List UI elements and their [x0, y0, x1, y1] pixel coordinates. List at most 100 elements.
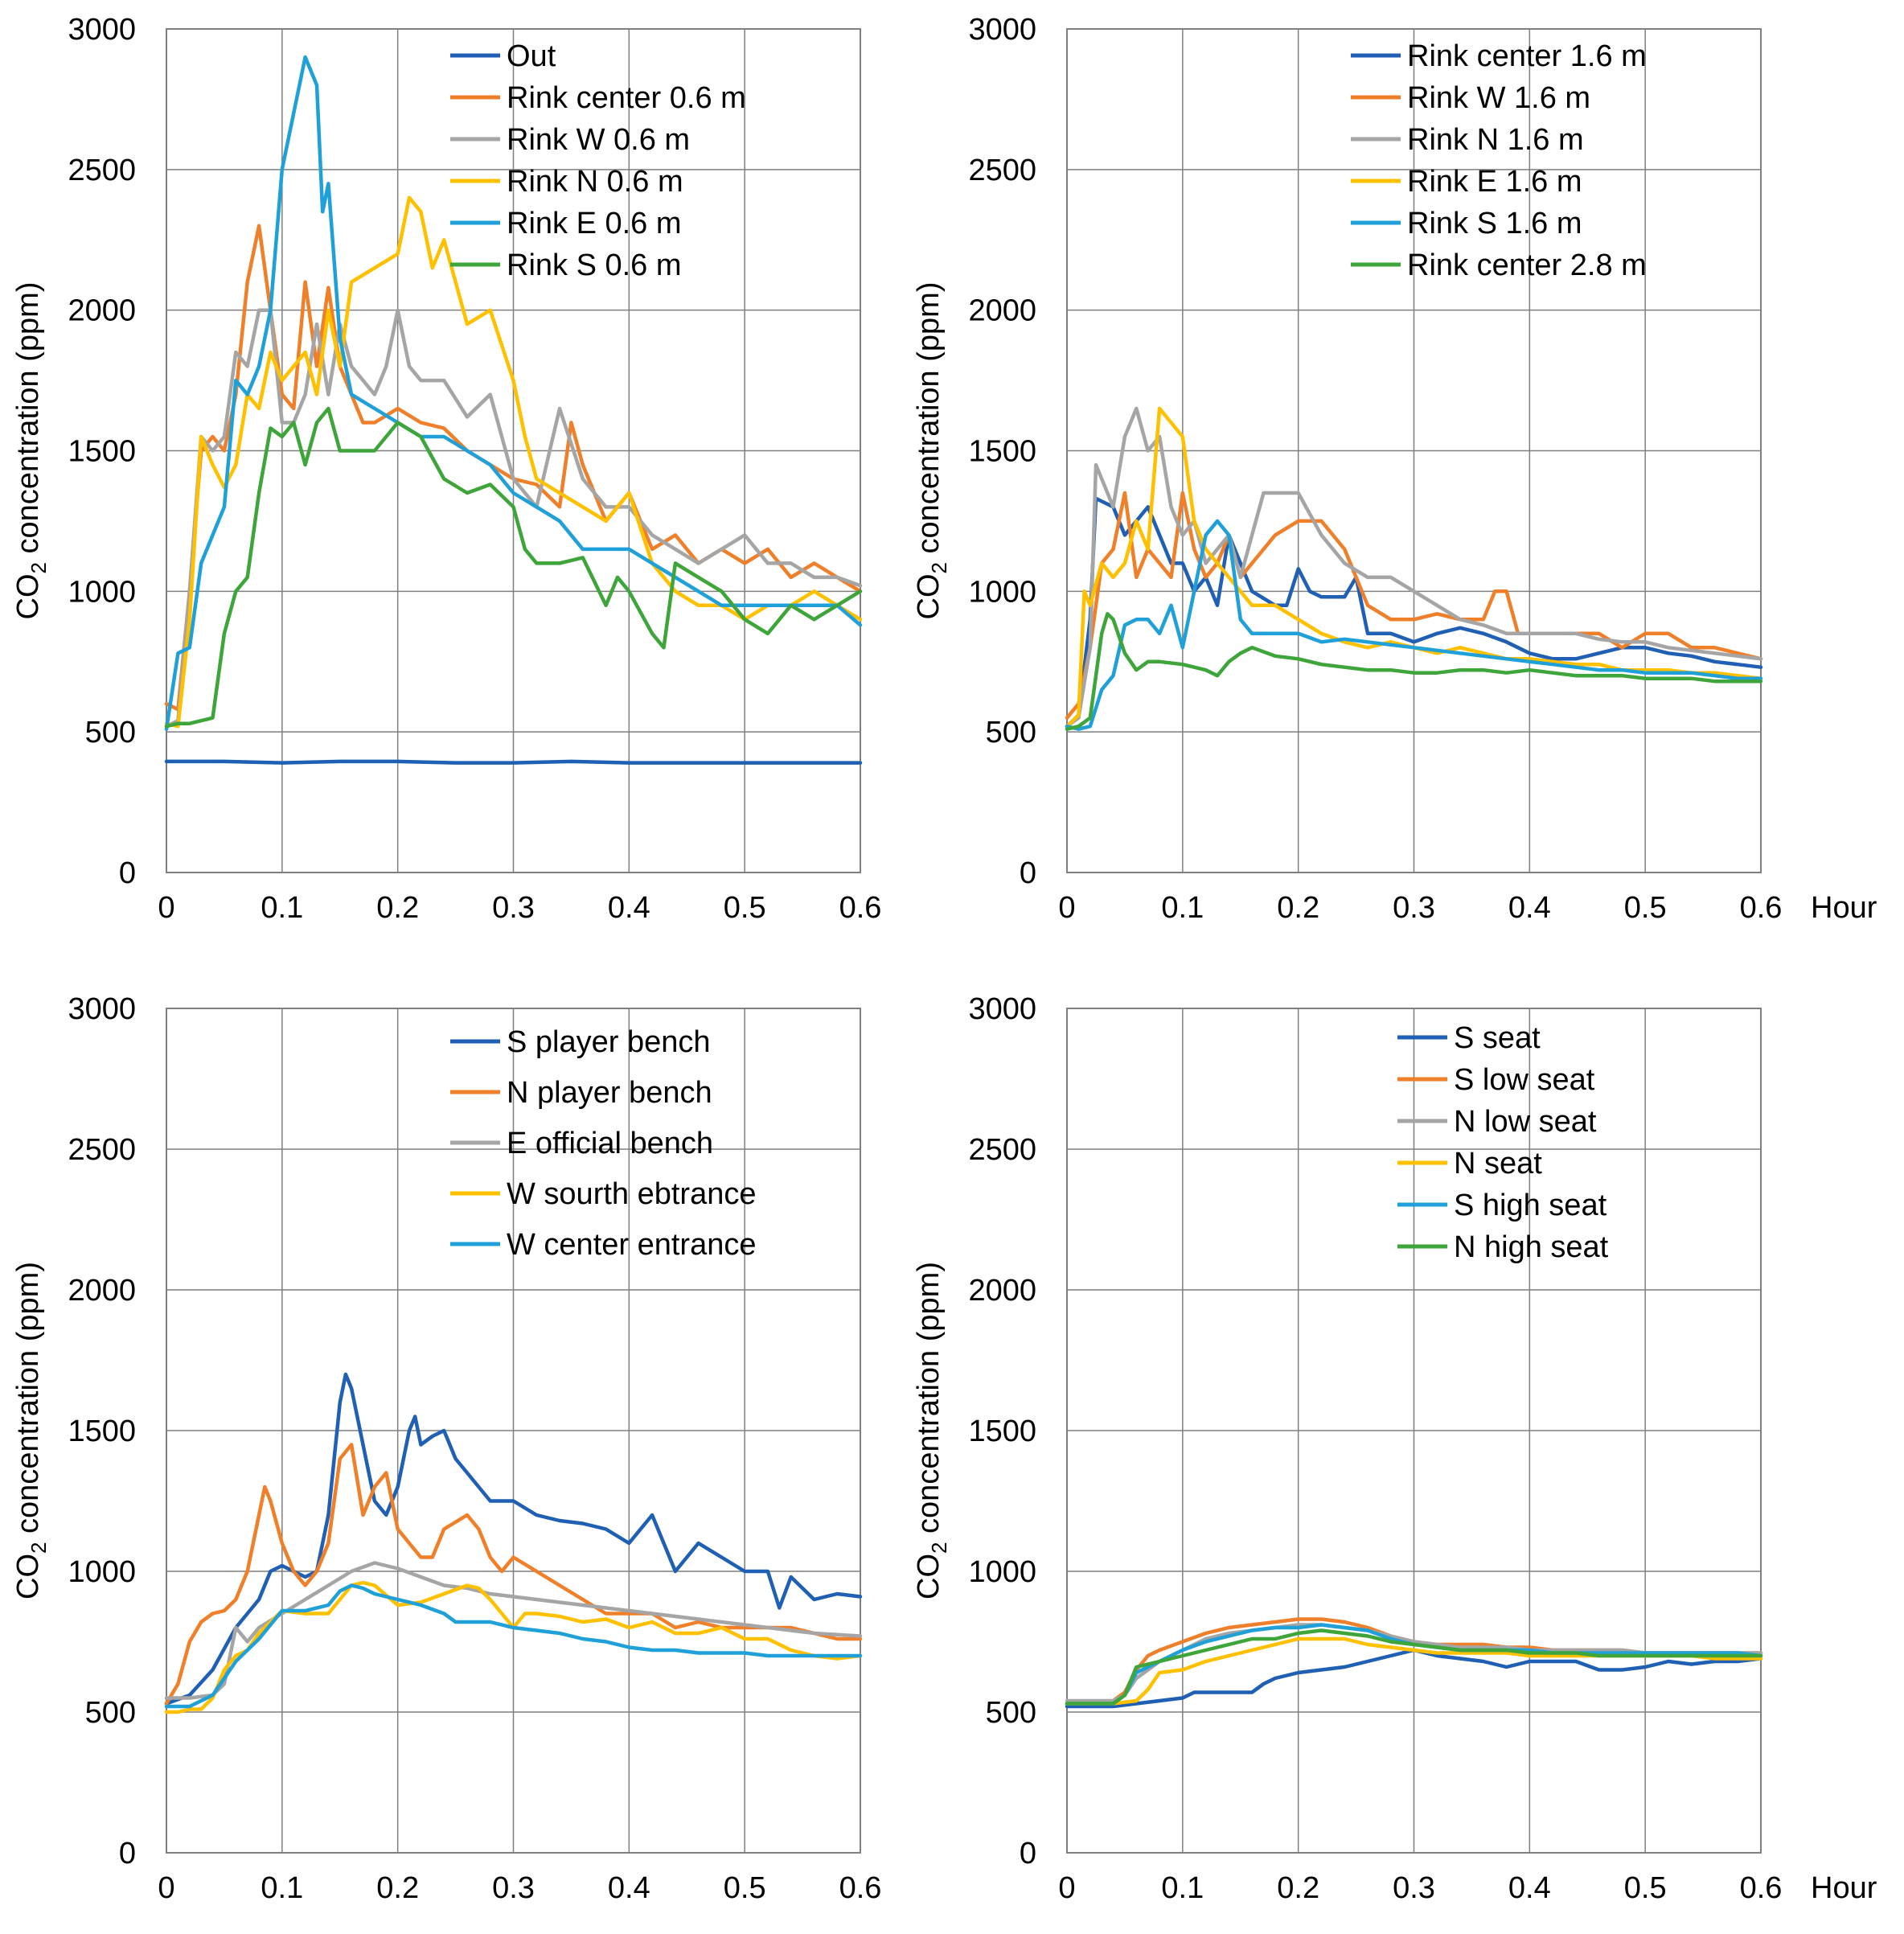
y-axis-label: CO2 concentration (ppm): [912, 282, 951, 620]
legend-label: S player bench: [507, 1025, 711, 1059]
y-tick-label: 0: [1020, 856, 1036, 890]
series-line-5: [164, 406, 863, 729]
x-tick-label: 0.2: [1277, 891, 1319, 925]
x-tick-label: 0.5: [724, 891, 766, 925]
x-tick-label: 0.6: [1740, 891, 1783, 925]
x-axis-label: Hour: [1811, 1871, 1877, 1905]
x-tick-label: 0.4: [608, 1871, 650, 1905]
y-axis-label-subscript: 2: [927, 562, 951, 573]
y-axis-label-subscript: 2: [27, 562, 51, 573]
x-tick-label: 0.5: [724, 1871, 766, 1905]
y-tick-label: 2000: [968, 1274, 1036, 1308]
series-line-5: [1065, 1628, 1763, 1706]
y-tick-label: 1000: [68, 1555, 136, 1589]
y-tick-label: 0: [119, 856, 136, 890]
y-axis-label-suffix: concentration (ppm): [11, 1262, 45, 1542]
plot-frame: [166, 28, 861, 873]
x-tick-label: 0.4: [608, 891, 650, 925]
legend-label: N seat: [1454, 1147, 1542, 1181]
x-tick-label: 0.6: [839, 891, 882, 925]
y-tick-label: 1500: [968, 1415, 1036, 1448]
legend-label: Rink W 1.6 m: [1407, 81, 1590, 115]
legend-label: S seat: [1454, 1021, 1541, 1055]
y-tick-label: 3000: [968, 13, 1036, 47]
legend-label: Rink center 1.6 m: [1407, 39, 1647, 73]
y-tick-label: 500: [986, 1696, 1036, 1730]
y-axis-label-suffix: concentration (ppm): [912, 1262, 946, 1542]
x-tick-label: 0: [158, 891, 174, 925]
x-tick-label: 0.1: [1161, 891, 1204, 925]
y-tick-label: 2000: [968, 294, 1036, 328]
legend-label: W center entrance: [507, 1228, 756, 1262]
panel-top-right: 0 0.1 0.2 0.3 0.4 0.5 0.6 0 500 1000 1500 2000 2500 3…: [912, 13, 1877, 925]
x-tick-label: 0.1: [1161, 1871, 1204, 1905]
y-tick-label: 3000: [968, 992, 1036, 1026]
series-line-5: [1065, 612, 1763, 731]
plot-frame: [1066, 28, 1762, 873]
x-tick-label: 0.5: [1624, 891, 1667, 925]
legend-label: E official bench: [507, 1127, 713, 1160]
series-line-1: [1065, 491, 1763, 720]
legend-label: Rink N 1.6 m: [1407, 123, 1584, 157]
y-tick-label: 3000: [68, 13, 136, 47]
x-tick-label: 0.1: [261, 1871, 303, 1905]
series-line-2: [164, 308, 863, 729]
x-tick-label: 0.2: [1277, 1871, 1319, 1905]
y-axis-label-suffix: concentration (ppm): [912, 282, 946, 563]
legend-label: Rink W 0.6 m: [507, 123, 690, 157]
legend-label: Rink center 0.6 m: [507, 81, 746, 115]
x-tick-label: 0: [1058, 1871, 1075, 1905]
x-tick-label: 0.4: [1508, 1871, 1551, 1905]
series-line-2: [164, 1561, 863, 1700]
plot-frame: [166, 1008, 861, 1854]
legend-label: Rink center 2.8 m: [1407, 248, 1647, 282]
legend-label: Out: [507, 39, 556, 73]
y-tick-label: 2500: [68, 154, 136, 187]
x-tick-label: 0: [1058, 891, 1075, 925]
series-line-4: [164, 1583, 863, 1709]
x-tick-label: 0.5: [1624, 1871, 1667, 1905]
y-axis-label: CO2 concentration (ppm): [11, 282, 51, 620]
x-tick-label: 0.3: [492, 891, 535, 925]
y-tick-label: 1500: [68, 1415, 136, 1448]
x-tick-label: 0.2: [376, 1871, 419, 1905]
series-line-3: [164, 1580, 863, 1714]
y-tick-label: 2000: [68, 1274, 136, 1308]
y-tick-label: 500: [85, 1696, 136, 1730]
y-axis-label-subscript: 2: [27, 1542, 51, 1554]
legend-label: Rink S 0.6 m: [507, 248, 682, 282]
x-tick-label: 0.2: [376, 891, 419, 925]
y-tick-label: 0: [119, 1837, 136, 1870]
y-tick-label: 1500: [68, 435, 136, 469]
y-tick-label: 1500: [968, 435, 1036, 469]
series-line-4: [1065, 519, 1763, 731]
panel-bottom-right: 0 0.1 0.2 0.3 0.4 0.5 0.6 0 500 1000 1500 2000 2500 3…: [912, 992, 1877, 1905]
series-line-2: [1065, 406, 1763, 729]
y-tick-label: 2000: [68, 294, 136, 328]
y-axis-label-suffix: concentration (ppm): [11, 282, 45, 563]
series-line-3: [1065, 406, 1763, 729]
y-tick-label: 500: [986, 716, 1036, 749]
legend-label: S low seat: [1454, 1063, 1595, 1097]
y-axis-label-prefix: CO: [912, 573, 946, 619]
legend-label: S high seat: [1454, 1189, 1607, 1222]
panel-bottom-left: 0 0.1 0.2 0.3 0.4 0.5 0.6 0 500 1000 1500 2000 2500 3…: [11, 992, 881, 1905]
x-tick-label: 0.1: [261, 891, 303, 925]
x-tick-label: 0.3: [492, 1871, 535, 1905]
y-tick-label: 0: [1020, 1837, 1036, 1870]
y-tick-label: 2500: [68, 1133, 136, 1167]
legend-label: W sourth ebtrance: [507, 1177, 756, 1211]
y-axis-label-prefix: CO: [912, 1554, 946, 1599]
plot-frame: [1066, 1008, 1762, 1854]
y-tick-label: 1000: [968, 1555, 1036, 1589]
y-tick-label: 3000: [68, 992, 136, 1026]
y-axis-label: CO2 concentration (ppm): [912, 1262, 951, 1599]
legend-label: Rink E 1.6 m: [1407, 165, 1582, 199]
x-tick-label: 0.3: [1393, 1871, 1435, 1905]
legend-label: Rink E 0.6 m: [507, 207, 682, 240]
y-axis-label-prefix: CO: [11, 573, 45, 619]
y-tick-label: 500: [85, 716, 136, 749]
x-tick-label: 0.6: [839, 1871, 882, 1905]
